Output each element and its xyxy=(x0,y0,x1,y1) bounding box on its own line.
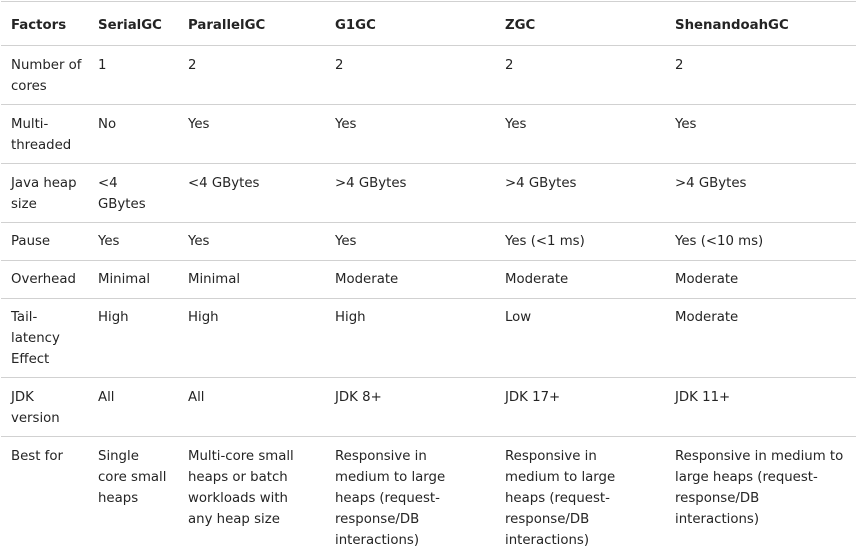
table-cell: JDK 8+ xyxy=(325,378,495,437)
table-cell: 2 xyxy=(178,46,325,105)
table-cell: Responsive in medium to large heaps (req… xyxy=(495,437,665,558)
header-factors: Factors xyxy=(1,2,88,46)
table-row: Pause Yes Yes Yes Yes (<1 ms) Yes (<10 m… xyxy=(1,223,856,261)
table-cell: Yes (<10 ms) xyxy=(665,223,856,261)
row-label: Tail-latency Effect xyxy=(1,299,88,378)
header-shenandoahgc: ShenandoahGC xyxy=(665,2,856,46)
header-g1gc: G1GC xyxy=(325,2,495,46)
table-cell: 2 xyxy=(665,46,856,105)
table-cell: Moderate xyxy=(665,299,856,378)
table-cell: Multi-core small heaps or batch workload… xyxy=(178,437,325,558)
table-cell: Moderate xyxy=(325,261,495,299)
table-cell: 2 xyxy=(495,46,665,105)
table-cell: Responsive in medium to large heaps (req… xyxy=(325,437,495,558)
table-cell: <4 GBytes xyxy=(88,164,178,223)
row-label: Pause xyxy=(1,223,88,261)
row-label: Best for xyxy=(1,437,88,558)
row-label: Multi-threaded xyxy=(1,105,88,164)
table-cell: Yes (<1 ms) xyxy=(495,223,665,261)
table-cell: >4 GBytes xyxy=(665,164,856,223)
table-cell: >4 GBytes xyxy=(495,164,665,223)
table-row: Number of cores 1 2 2 2 2 xyxy=(1,46,856,105)
header-parallelgc: ParallelGC xyxy=(178,2,325,46)
table-cell: Moderate xyxy=(665,261,856,299)
table-row: Best for Single core small heaps Multi-c… xyxy=(1,437,856,558)
row-label: Java heap size xyxy=(1,164,88,223)
table-cell: Yes xyxy=(665,105,856,164)
table-cell: Minimal xyxy=(178,261,325,299)
table-cell: JDK 17+ xyxy=(495,378,665,437)
table-row: Java heap size <4 GBytes <4 GBytes >4 GB… xyxy=(1,164,856,223)
table-cell: JDK 11+ xyxy=(665,378,856,437)
table-cell: Minimal xyxy=(88,261,178,299)
row-label: Overhead xyxy=(1,261,88,299)
table-cell: No xyxy=(88,105,178,164)
table-row: Tail-latency Effect High High High Low M… xyxy=(1,299,856,378)
table-row: Overhead Minimal Minimal Moderate Modera… xyxy=(1,261,856,299)
table-cell: Yes xyxy=(178,223,325,261)
table-cell: Yes xyxy=(88,223,178,261)
table-cell: <4 GBytes xyxy=(178,164,325,223)
table-cell: Responsive in medium to large heaps (req… xyxy=(665,437,856,558)
table-cell: Yes xyxy=(178,105,325,164)
table-cell: Yes xyxy=(325,223,495,261)
table-cell: Moderate xyxy=(495,261,665,299)
table-cell: All xyxy=(178,378,325,437)
table-cell: High xyxy=(88,299,178,378)
table-header-row: Factors SerialGC ParallelGC G1GC ZGC She… xyxy=(1,2,856,46)
table-cell: Yes xyxy=(495,105,665,164)
table-cell: 2 xyxy=(325,46,495,105)
header-zgc: ZGC xyxy=(495,2,665,46)
table-cell: 1 xyxy=(88,46,178,105)
table-row: JDK version All All JDK 8+ JDK 17+ JDK 1… xyxy=(1,378,856,437)
table-cell: High xyxy=(178,299,325,378)
table-cell: Single core small heaps xyxy=(88,437,178,558)
table-cell: Low xyxy=(495,299,665,378)
row-label: JDK version xyxy=(1,378,88,437)
row-label: Number of cores xyxy=(1,46,88,105)
table-cell: High xyxy=(325,299,495,378)
table-cell: Yes xyxy=(325,105,495,164)
header-serialgc: SerialGC xyxy=(88,2,178,46)
table-row: Multi-threaded No Yes Yes Yes Yes xyxy=(1,105,856,164)
table-cell: All xyxy=(88,378,178,437)
table-cell: >4 GBytes xyxy=(325,164,495,223)
